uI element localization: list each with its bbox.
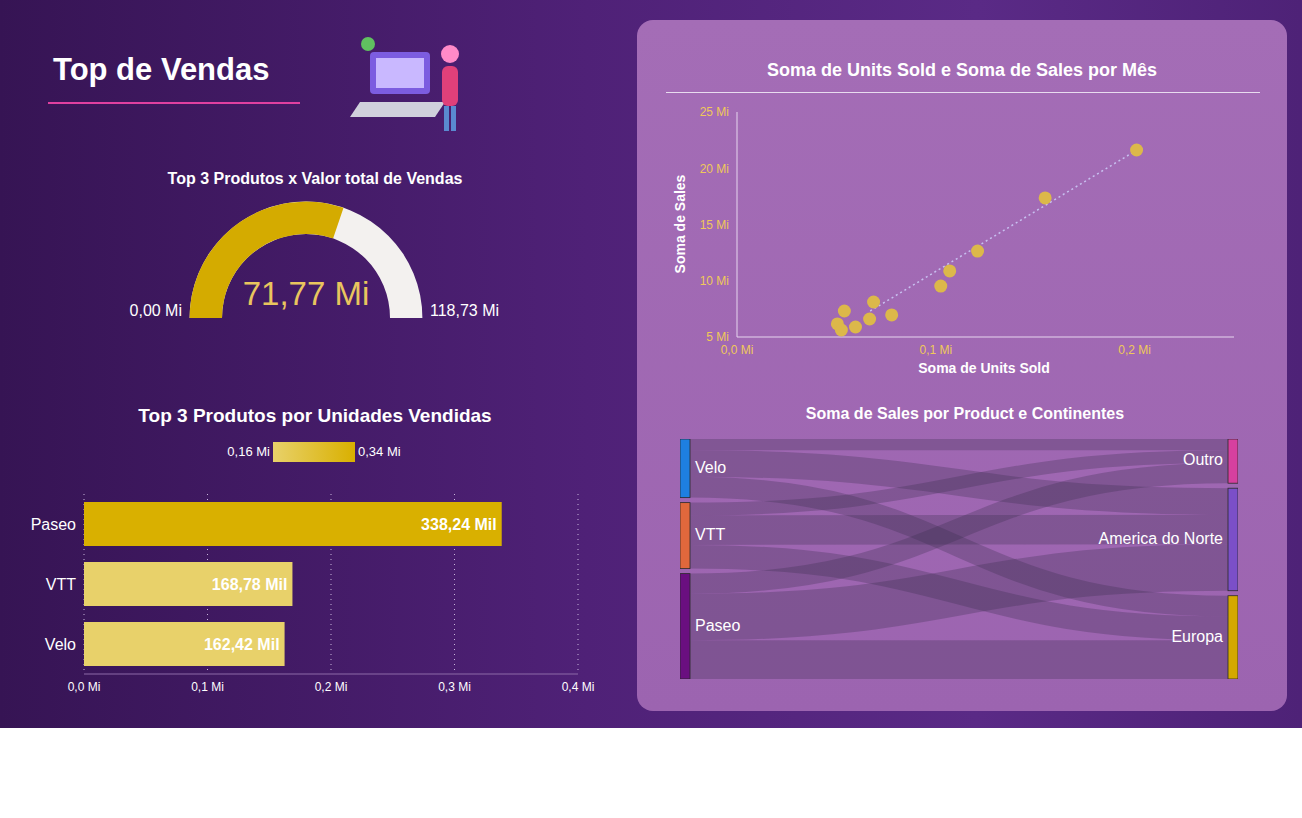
svg-text:America do Norte: America do Norte	[1099, 530, 1224, 547]
svg-text:0,2 Mi: 0,2 Mi	[315, 680, 348, 694]
html-text:0,00 Mi: 0,00 Mi	[129, 302, 182, 319]
html-text:0,16 Mi: 0,16 Mi	[227, 444, 270, 459]
svg-text:15 Mi: 15 Mi	[700, 218, 729, 232]
html-text:Top 3 Produtos por Unidades Ve: Top 3 Produtos por Unidades Vendidas	[138, 405, 492, 426]
svg-text:5 Mi: 5 Mi	[706, 330, 729, 344]
svg-text:162,42 Mil: 162,42 Mil	[204, 636, 280, 653]
svg-text:0,3 Mi: 0,3 Mi	[438, 680, 471, 694]
html-text:Soma de Units Sold: Soma de Units Sold	[918, 360, 1050, 376]
svg-text:Europa: Europa	[1171, 628, 1223, 645]
svg-text:25 Mi: 25 Mi	[700, 105, 729, 119]
svg-text:168,78 Mil: 168,78 Mil	[212, 576, 288, 593]
svg-text:0,0 Mi: 0,0 Mi	[68, 680, 101, 694]
svg-text:VTT: VTT	[695, 526, 725, 543]
svg-text:Outro: Outro	[1183, 451, 1223, 468]
svg-text:338,24 Mil: 338,24 Mil	[421, 516, 497, 533]
svg-text:0,1 Mi: 0,1 Mi	[191, 680, 224, 694]
svg-text:0,2 Mi: 0,2 Mi	[1118, 343, 1151, 357]
svg-text:0,1 Mi: 0,1 Mi	[919, 343, 952, 357]
html-text:Soma de Sales por Product e Co: Soma de Sales por Product e Continentes	[805, 405, 1125, 422]
svg-text:Paseo: Paseo	[695, 617, 740, 634]
html-text:Top de Vendas: Top de Vendas	[53, 52, 270, 87]
html-text:Soma de Sales: Soma de Sales	[672, 174, 688, 274]
svg-text:0,4 Mi: 0,4 Mi	[562, 680, 595, 694]
svg-text:20 Mi: 20 Mi	[700, 162, 729, 176]
svg-text:Velo: Velo	[695, 459, 726, 476]
html-text:Top 3 Produtos x Valor total d: Top 3 Produtos x Valor total de Vendas	[167, 170, 463, 187]
svg-text:10 Mi: 10 Mi	[700, 274, 729, 288]
html-text:118,73 Mi: 118,73 Mi	[430, 302, 500, 319]
html-text:0,34 Mi: 0,34 Mi	[358, 444, 401, 459]
svg-text:0,0 Mi: 0,0 Mi	[721, 343, 754, 357]
svg-text:VTT: VTT	[46, 576, 76, 593]
svg-text:Velo: Velo	[45, 636, 76, 653]
html-text:71,77 Mi: 71,77 Mi	[242, 275, 370, 312]
svg-text:Paseo: Paseo	[31, 516, 76, 533]
html-text:Soma de Units Sold e Soma de S: Soma de Units Sold e Soma de Sales por M…	[766, 60, 1158, 80]
